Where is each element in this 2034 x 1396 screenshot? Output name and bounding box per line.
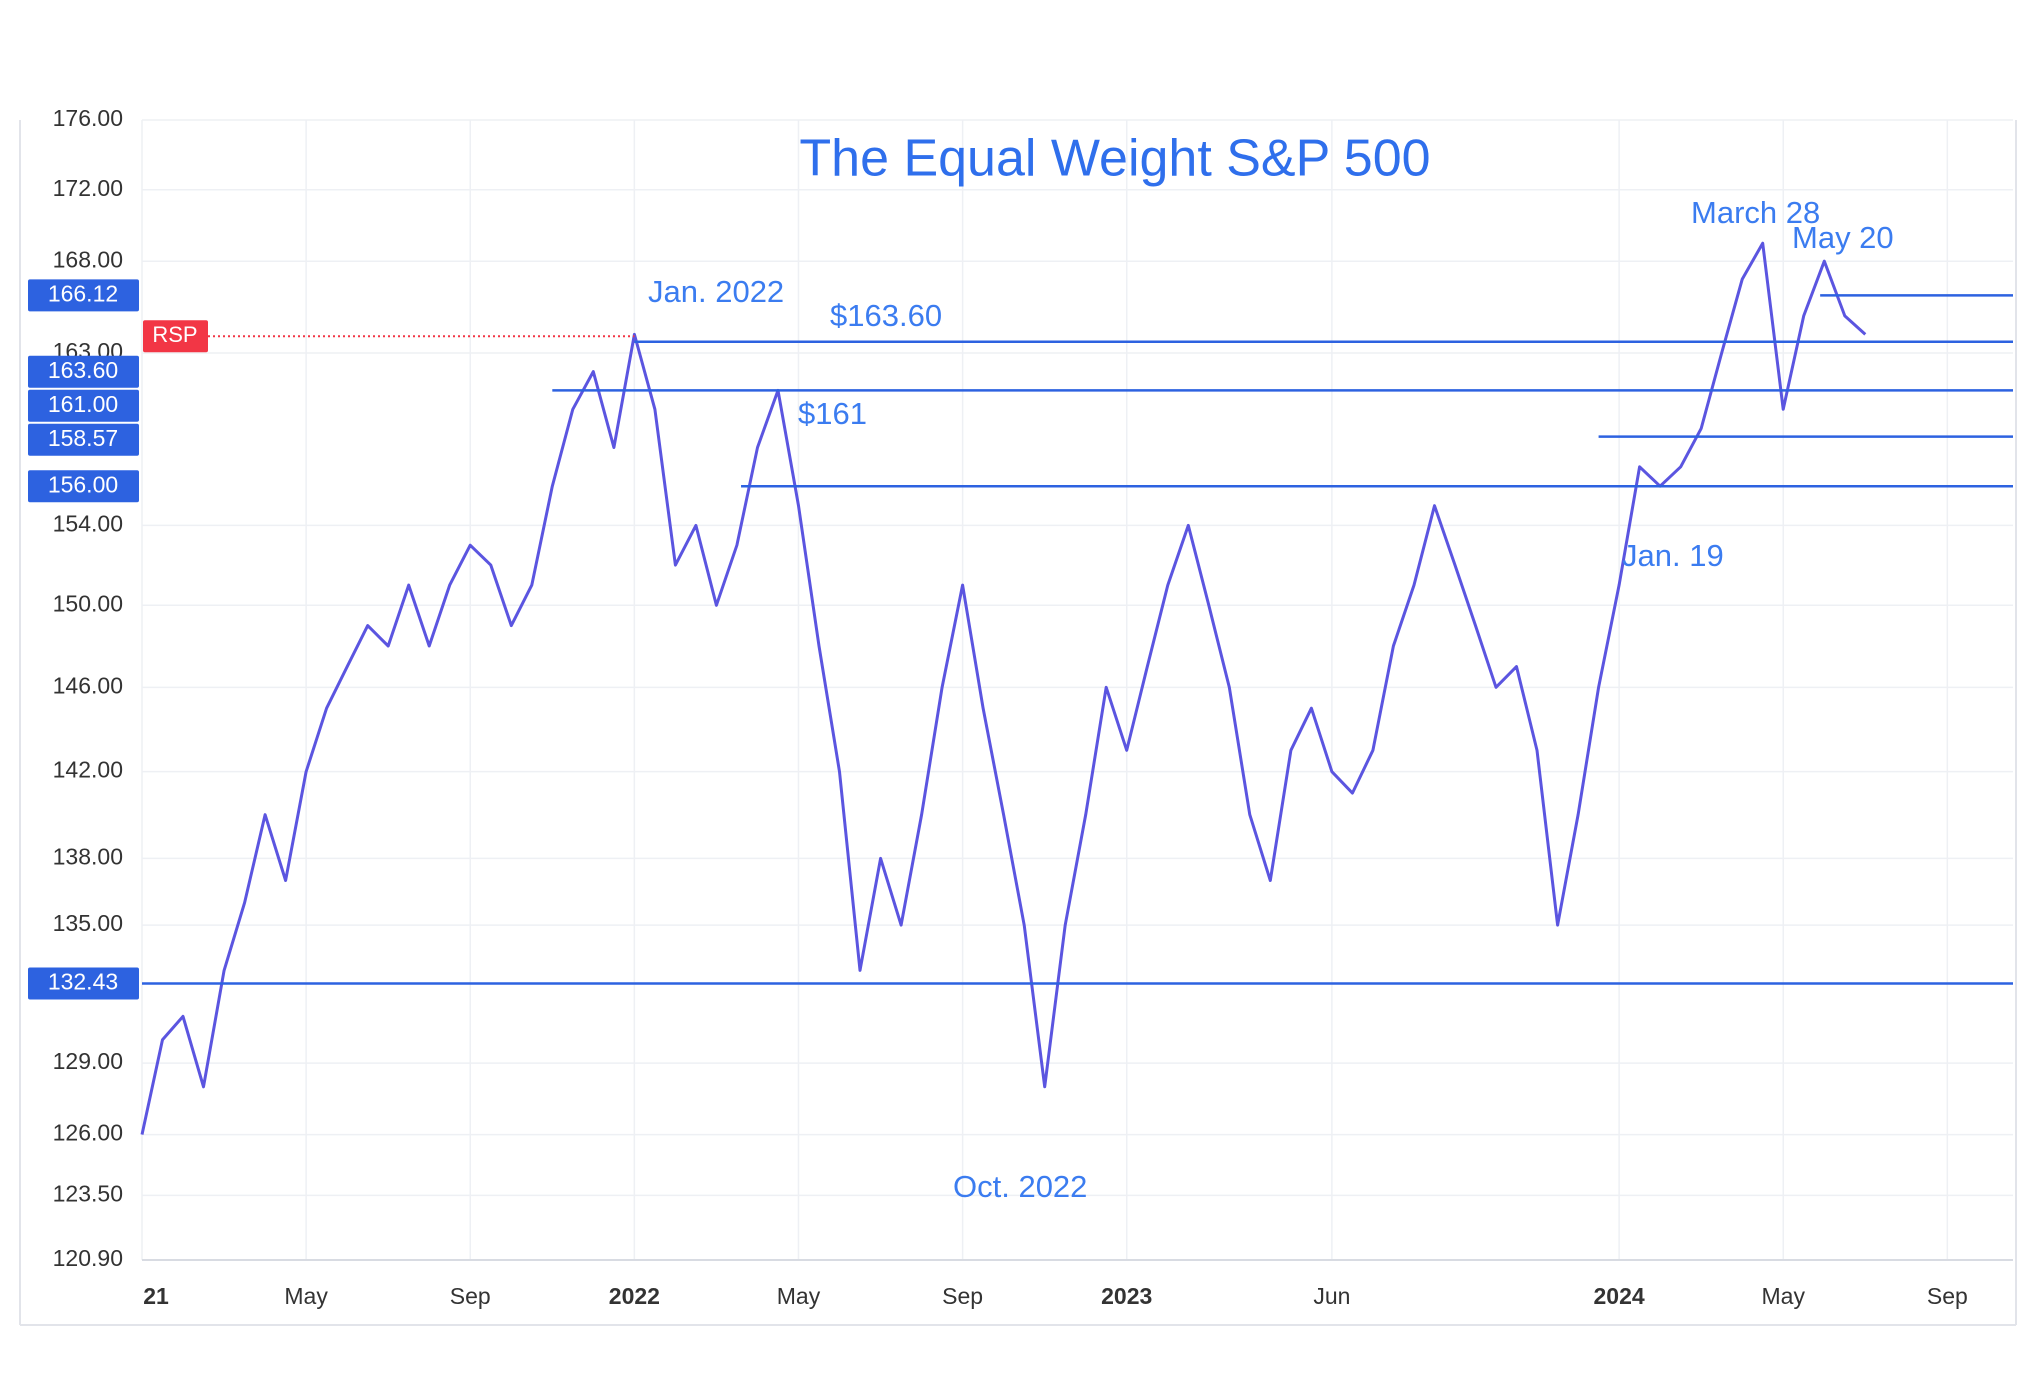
chart-title: The Equal Weight S&P 500 [799, 130, 1430, 188]
y-tick-label: 172.00 [53, 175, 123, 201]
y-tick-label: 129.00 [53, 1048, 123, 1074]
x-tick-label: May [284, 1283, 328, 1309]
y-tick-label: 120.90 [53, 1245, 123, 1271]
level-badge-label: 132.43 [48, 969, 118, 995]
x-tick-label: 2022 [609, 1283, 660, 1309]
y-tick-label: 168.00 [53, 246, 123, 272]
x-tick-label: May [777, 1283, 821, 1309]
annotation: $163.60 [830, 298, 942, 333]
x-tick-label: Sep [450, 1283, 491, 1309]
annotation: May 20 [1792, 220, 1894, 255]
level-badge-label: 156.00 [48, 471, 118, 497]
y-tick-label: 135.00 [53, 910, 123, 936]
level-badge-label: 161.00 [48, 391, 118, 417]
x-tick-label: 21 [143, 1283, 169, 1309]
level-badge [28, 355, 139, 388]
level-badge [28, 967, 139, 1000]
y-tick-label: 123.50 [53, 1180, 123, 1206]
level-badge [28, 423, 139, 456]
annotation: Jan. 2022 [648, 274, 784, 309]
level-badge [28, 279, 139, 312]
levels: RSP 166.12 163.60 161.00 158.57 156.00 132.43 [28, 279, 2013, 1000]
y-tick-label: 150.00 [53, 590, 123, 616]
y-tick-label: 126.00 [53, 1120, 123, 1146]
price-badge [143, 320, 208, 353]
y-tick-label: 154.00 [53, 510, 123, 536]
annotation: March 28 [1691, 195, 1820, 230]
price-line [140, 241, 1867, 1135]
x-tick-label: 2024 [1594, 1283, 1645, 1309]
annotation: $161 [798, 396, 867, 431]
grid: 120.90 123.50 126.00 129.00 135.00 138.00 142.… [53, 105, 2013, 1309]
x-tick-label: Sep [942, 1283, 983, 1309]
x-tick-label: Jun [1313, 1283, 1350, 1309]
y-tick-label: 142.00 [53, 757, 123, 783]
annotation: Oct. 2022 [953, 1169, 1087, 1204]
price-badge-label: RSP [152, 322, 197, 347]
y-tick-label: 176.00 [53, 105, 123, 131]
level-badge-label: 158.57 [48, 425, 118, 451]
x-tick-label: 2023 [1101, 1283, 1152, 1309]
level-badge [28, 389, 139, 422]
level-badge-label: 163.60 [48, 357, 118, 383]
y-tick-label: 138.00 [53, 843, 123, 869]
plot [140, 241, 1867, 1135]
annotation: Jan. 19 [1622, 538, 1724, 573]
level-badge-label: 166.12 [48, 280, 118, 306]
y-tick-label: 146.00 [53, 672, 123, 698]
x-tick-label: May [1762, 1283, 1806, 1309]
x-tick-label: Sep [1927, 1283, 1968, 1309]
level-badge [28, 470, 139, 503]
